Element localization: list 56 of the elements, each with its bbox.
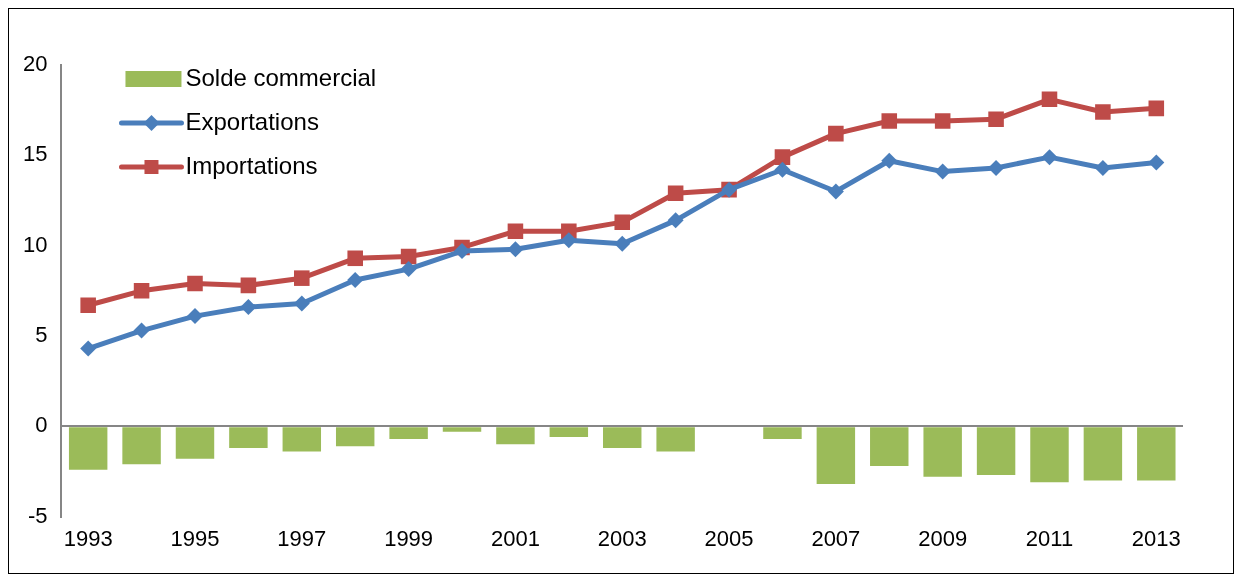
x-tick-label: 2011 — [1025, 525, 1074, 551]
legend-label: Solde commercial — [185, 63, 377, 91]
point — [347, 271, 364, 288]
x-tick-label: 1999 — [384, 525, 434, 551]
point — [187, 275, 203, 292]
point — [80, 297, 96, 314]
point — [667, 212, 684, 229]
legend-label: Importations — [185, 151, 318, 179]
point — [1041, 91, 1058, 108]
point — [186, 308, 203, 325]
point — [240, 277, 257, 294]
x-tick-label: 2003 — [597, 525, 647, 551]
point — [881, 113, 898, 129]
point — [1095, 104, 1111, 120]
x-tick-label: 2009 — [918, 525, 968, 551]
point — [614, 235, 631, 252]
x-tick-label: 2013 — [1131, 525, 1181, 551]
legend-label: Exportations — [185, 107, 319, 135]
point — [988, 111, 1004, 127]
y-tick-label: 5 — [35, 322, 48, 348]
y-tick-label: 0 — [35, 412, 48, 438]
y-tick-label: 15 — [22, 141, 48, 167]
point — [827, 183, 844, 200]
x-tick-label: 1997 — [277, 525, 327, 551]
x-tick-label: 2005 — [704, 525, 754, 551]
y-tick-label: -5 — [27, 502, 48, 528]
point — [774, 149, 791, 165]
point — [294, 270, 310, 286]
point — [934, 113, 951, 129]
point — [133, 322, 150, 339]
point — [507, 241, 524, 258]
point — [614, 214, 631, 230]
point — [667, 185, 684, 202]
x-tick-label: 1993 — [63, 525, 113, 551]
point — [133, 283, 150, 299]
point — [988, 159, 1005, 176]
point — [1041, 149, 1058, 166]
point — [881, 152, 898, 169]
point — [1148, 100, 1165, 117]
point — [828, 125, 844, 142]
x-tick-label: 1995 — [170, 525, 220, 551]
y-tick-label: 20 — [22, 51, 48, 77]
point — [560, 232, 577, 249]
point — [80, 340, 97, 357]
point — [347, 250, 363, 267]
point — [507, 223, 524, 239]
point — [240, 299, 257, 316]
x-tick-label: 2007 — [811, 525, 861, 551]
x-tick-label: 2001 — [490, 525, 540, 551]
point — [1094, 159, 1111, 176]
point — [1148, 154, 1165, 171]
point — [293, 295, 310, 312]
point — [774, 161, 791, 178]
point — [400, 261, 417, 278]
y-tick-label: 10 — [22, 231, 48, 257]
point — [934, 163, 951, 180]
